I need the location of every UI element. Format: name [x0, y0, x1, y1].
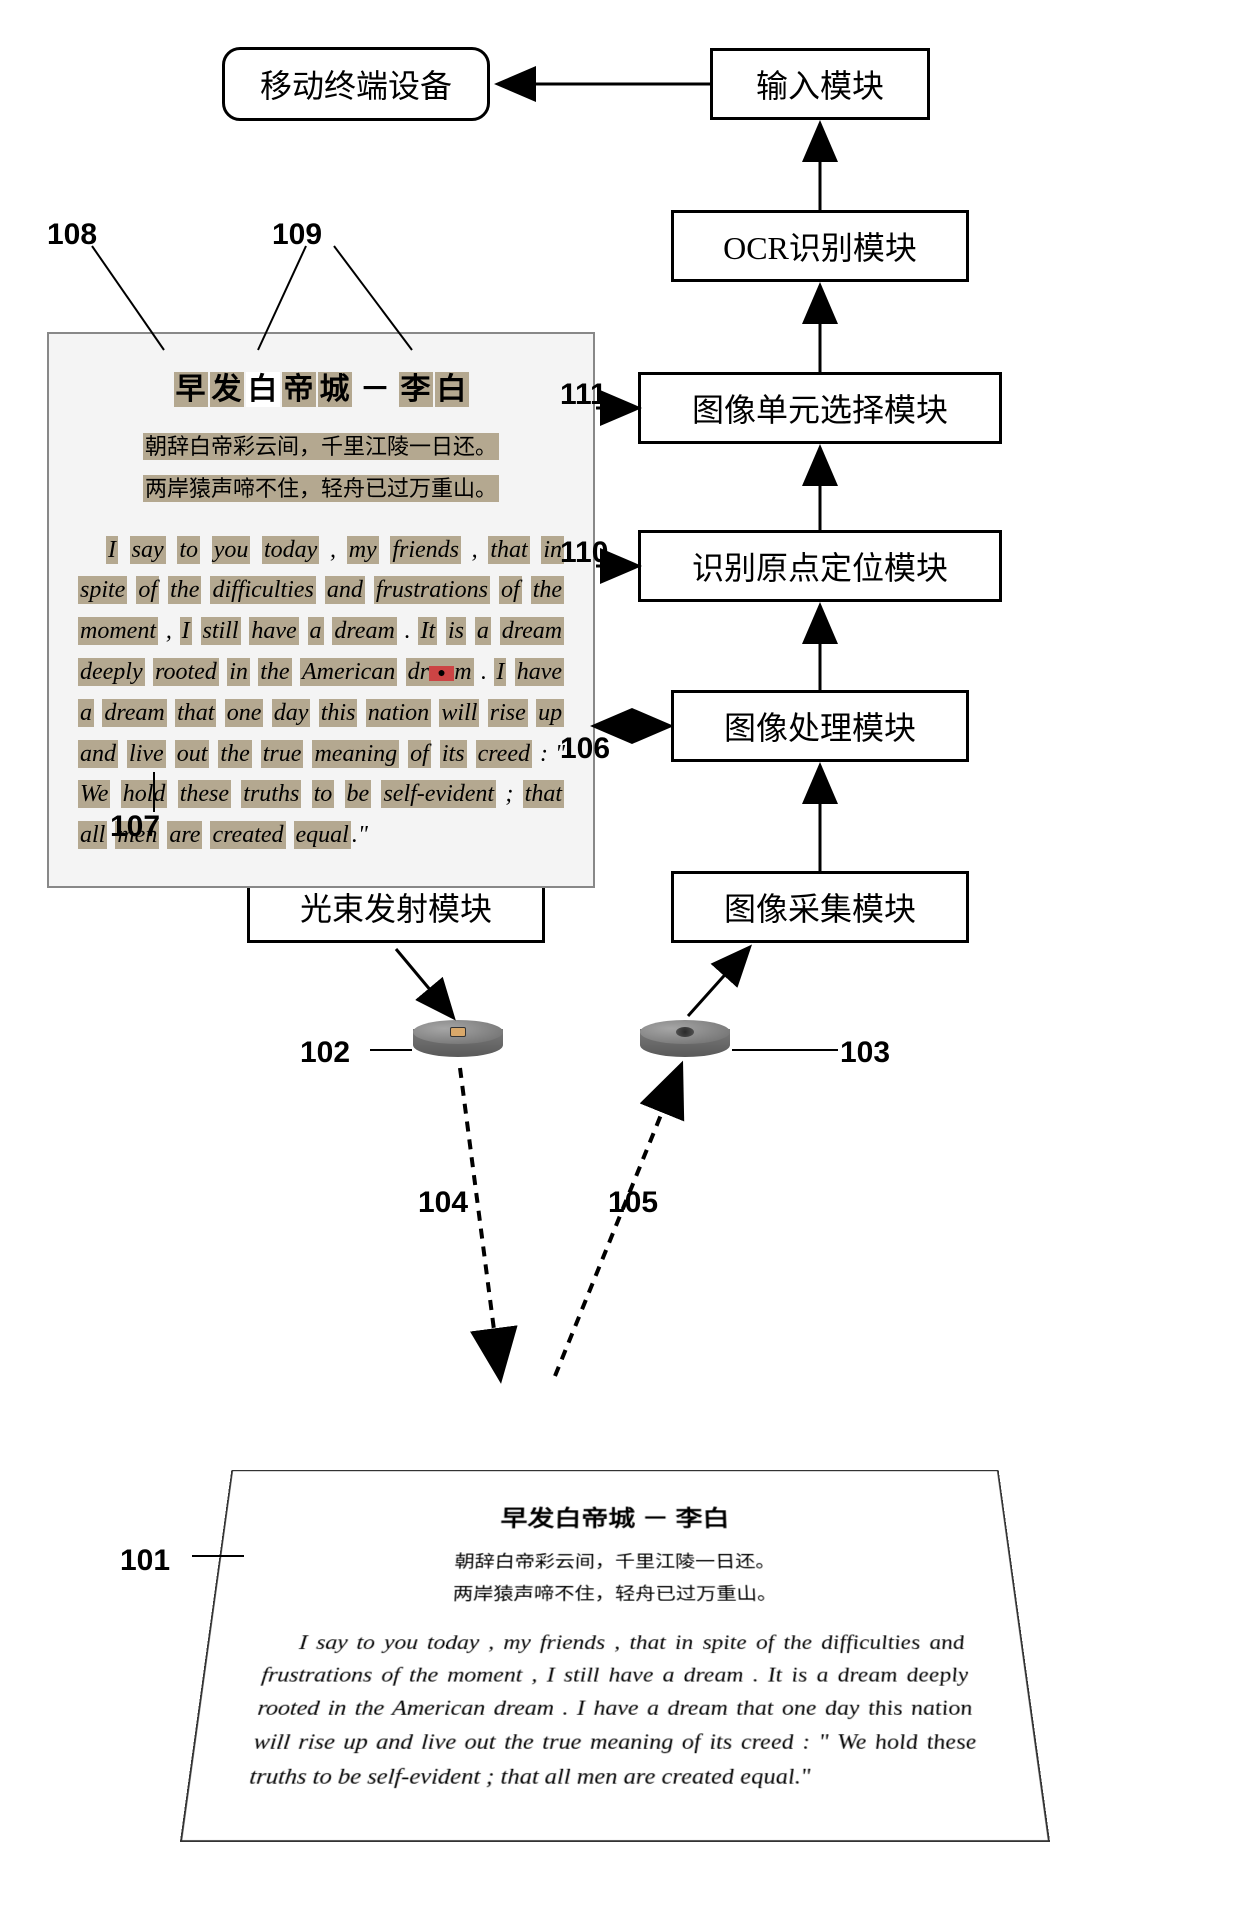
doc-cn-line1: 朝辞白帝彩云间，千里江陵一日还。 — [77, 426, 565, 468]
src-en-text: I say to you today , my friends , that i… — [248, 1632, 977, 1789]
input-module-box: 输入模块 — [710, 48, 930, 120]
ref-104: 104 — [418, 1186, 468, 1220]
ref-109: 109 — [272, 218, 322, 252]
beam-emitter-icon — [413, 1020, 503, 1066]
ref-101: 101 — [120, 1544, 170, 1578]
ref-105: 105 — [608, 1186, 658, 1220]
ref-102: 102 — [300, 1036, 350, 1070]
ocr-module-box: OCR识别模块 — [671, 210, 969, 282]
image-proc-box: 图像处理模块 — [671, 690, 969, 762]
src-cn2: 两岸猿声啼不住，轻舟已过万重山。 — [270, 1577, 961, 1609]
src-en: I say to you today , my friends , that i… — [248, 1627, 983, 1795]
terminal-box: 移动终端设备 — [222, 47, 490, 121]
image-capture-box: 图像采集模块 — [671, 871, 969, 943]
ref-107: 107 — [110, 810, 160, 844]
ref-106: 106 — [560, 732, 610, 766]
doc-en-para: I say to you today , my friends , that i… — [77, 530, 565, 856]
src-cn1: 朝辞白帝彩云间，千里江陵一日还。 — [273, 1546, 956, 1578]
doc-title: 早发白帝城 － 李白 — [77, 364, 565, 408]
processed-doc-panel: 早发白帝城 － 李白 朝辞白帝彩云间，千里江陵一日还。 两岸猿声啼不住，轻舟已过… — [47, 332, 595, 888]
ref-110: 110 — [560, 536, 608, 570]
ref-108: 108 — [47, 218, 97, 252]
unit-select-box: 图像单元选择模块 — [638, 372, 1002, 444]
camera-lens-icon — [640, 1020, 730, 1066]
src-title: 早发白帝城 － 李白 — [279, 1500, 952, 1532]
ref-111: 111 — [560, 378, 607, 412]
source-page: 早发白帝城 － 李白 朝辞白帝彩云间，千里江陵一日还。 两岸猿声啼不住，轻舟已过… — [180, 1470, 1050, 1842]
ref-103: 103 — [840, 1036, 890, 1070]
origin-locate-box: 识别原点定位模块 — [638, 530, 1002, 602]
doc-cn-line2: 两岸猿声啼不住，轻舟已过万重山。 — [77, 468, 565, 510]
